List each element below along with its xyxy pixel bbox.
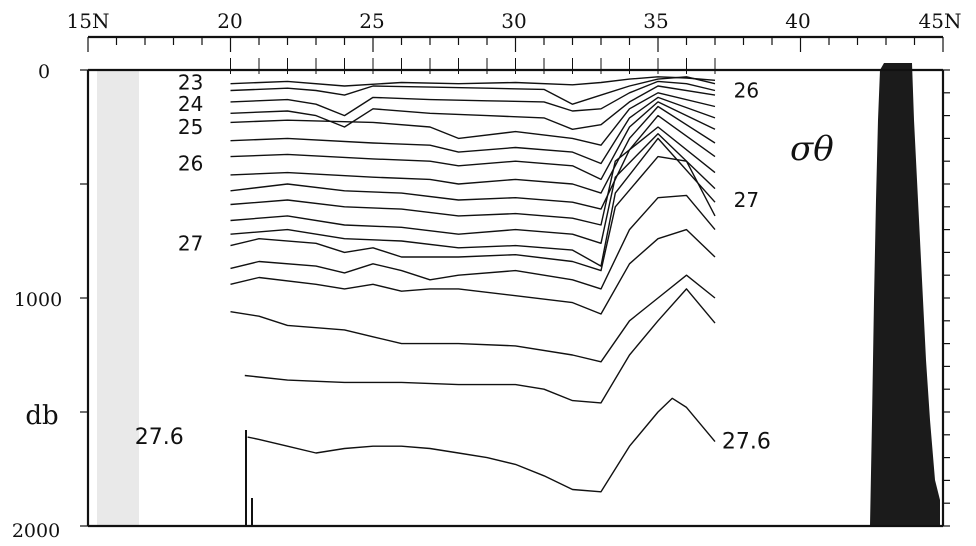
- contour-line: [230, 92, 716, 146]
- contour-line: [230, 76, 716, 105]
- contour-label: 27.6: [722, 430, 771, 455]
- x-tick-label: 25: [359, 9, 384, 33]
- left-shaded-strip: [97, 70, 139, 526]
- contour-line: [230, 194, 716, 290]
- contour-label: 27: [734, 188, 759, 212]
- contour-line: [230, 101, 716, 181]
- contour-lines: [230, 76, 716, 493]
- contour-line: [244, 288, 716, 404]
- contour-line: [230, 105, 716, 194]
- right-axis-ticks: [80, 69, 950, 527]
- contour-label: 26: [178, 152, 203, 176]
- contour-label: 25: [178, 115, 203, 139]
- contour-line: [230, 274, 716, 363]
- top-axis-ticks: [87, 37, 944, 52]
- x-tick-label: 15N: [67, 9, 110, 33]
- contour-line: [230, 114, 716, 210]
- contour-line: [230, 76, 716, 87]
- contour-label: 26: [734, 79, 759, 103]
- right-topography-fill: [870, 63, 940, 526]
- contour-line: [247, 397, 716, 493]
- contour-label: 27: [178, 231, 203, 255]
- x-tick-label: 30: [501, 9, 526, 33]
- x-tick-label: 40: [785, 9, 810, 33]
- contour-label: 27.6: [135, 425, 184, 450]
- contour-line: [230, 133, 716, 244]
- contour-label: 23: [178, 71, 203, 95]
- contour-line: [230, 85, 716, 130]
- contour-line: [230, 80, 716, 117]
- parameter-label: σθ: [790, 129, 834, 169]
- contour-line: [230, 126, 716, 226]
- x-tick-label: 35: [643, 9, 668, 33]
- contour-line: [230, 155, 716, 272]
- y-tick-label: 1000: [14, 289, 62, 311]
- x-tick-label: 45N: [919, 9, 962, 33]
- contour-line: [230, 228, 716, 315]
- y-axis-unit-label: db: [25, 401, 58, 431]
- station-ticks: [230, 58, 716, 74]
- x-tick-labels: 15N 20 25 30 35 40 45N: [67, 9, 962, 33]
- contour-line: [230, 137, 716, 267]
- y-tick-label: 0: [38, 61, 50, 83]
- contour-label: 24: [178, 92, 203, 116]
- contour-line: [230, 96, 716, 165]
- x-tick-label: 20: [217, 9, 242, 33]
- y-tick-label: 2000: [12, 520, 60, 542]
